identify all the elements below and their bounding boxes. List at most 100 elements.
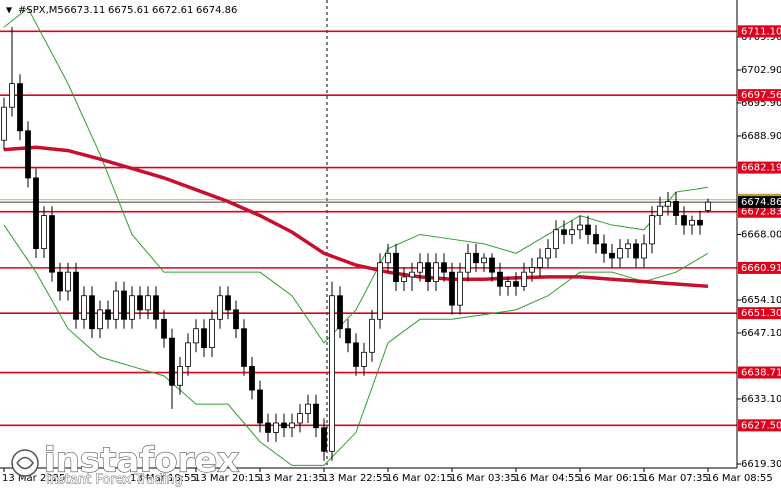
candle-body xyxy=(425,262,431,283)
logo xyxy=(11,449,39,477)
candle-body xyxy=(441,262,447,273)
x-tick-label: 16 Mar 02:15 xyxy=(386,473,453,484)
candle-body xyxy=(1,106,7,141)
candle-body xyxy=(265,422,271,433)
header-value: 6673.11 xyxy=(64,5,105,16)
level-tag xyxy=(738,89,781,102)
x-tick-label: 16 Mar 08:55 xyxy=(706,473,773,484)
candle-body xyxy=(625,243,631,250)
level-tag xyxy=(738,366,781,379)
candle-body xyxy=(345,328,351,344)
y-tick-label: 6647.10 xyxy=(741,328,781,339)
candle-body xyxy=(49,215,55,273)
candle-body xyxy=(89,295,95,330)
plot-area xyxy=(0,0,737,468)
level-tag xyxy=(738,205,781,218)
header-value: 6675.61 xyxy=(108,5,149,16)
candle-body xyxy=(505,281,511,287)
candle-body xyxy=(617,248,623,259)
level-tag xyxy=(738,161,781,174)
candle-body xyxy=(65,271,71,292)
candle-body xyxy=(465,252,471,273)
candle-body xyxy=(513,281,519,287)
candle-body xyxy=(241,328,247,367)
candle-body xyxy=(481,257,487,264)
candle-body xyxy=(73,271,79,320)
level-label: 6627.50 xyxy=(741,420,781,431)
menu-arrow: ▼ xyxy=(6,6,13,15)
candle-body xyxy=(649,215,655,245)
candle-body xyxy=(57,271,63,292)
candle-body xyxy=(321,427,327,452)
candle-body xyxy=(225,295,231,311)
x-tick-label: 13 Mar 18:55 xyxy=(130,473,197,484)
candle-body xyxy=(249,366,255,391)
watermark: instaforex Instant Forex Trading xyxy=(11,440,240,488)
y-tick-label: 6633.10 xyxy=(741,394,781,405)
candle-body xyxy=(97,309,103,330)
y-tick-label: 6668.00 xyxy=(741,229,781,240)
candle-body xyxy=(329,295,335,452)
level-label: 6672.83 xyxy=(741,207,781,218)
x-tick-label: 13 Mar 22:55 xyxy=(322,473,389,484)
x-tick-label: 16 Mar 06:15 xyxy=(578,473,645,484)
level-tag xyxy=(738,307,781,320)
candle-body xyxy=(657,205,663,217)
y-tick-label: 6619.30 xyxy=(741,459,781,470)
level-label: 6697.56 xyxy=(741,90,781,101)
candle-body xyxy=(81,295,87,320)
level-label: 6651.30 xyxy=(741,308,781,319)
candle-body xyxy=(105,309,111,320)
x-tick-label: 13 Mar 2025 xyxy=(2,473,65,484)
price-tag-label: 6674.86 xyxy=(741,197,781,208)
candle-body xyxy=(33,177,39,250)
level-tag xyxy=(738,261,781,274)
indicator-line xyxy=(3,145,709,289)
candle-body xyxy=(145,295,151,311)
x-tick-label: 13 Mar 20:15 xyxy=(194,473,261,484)
candle-body xyxy=(641,243,647,259)
candle-body xyxy=(489,257,495,273)
candle-body xyxy=(401,276,407,283)
candle-body xyxy=(17,83,23,132)
candle-body xyxy=(561,229,567,235)
candle-body xyxy=(633,243,639,259)
candle-body xyxy=(185,342,191,367)
candle-body xyxy=(361,351,367,367)
candle-body xyxy=(393,252,399,283)
candle-body xyxy=(673,201,679,217)
candle-body xyxy=(385,252,391,264)
candle-body xyxy=(201,328,207,348)
header-value: 6672.61 xyxy=(152,5,193,16)
candle-body xyxy=(193,328,199,344)
candle-body xyxy=(569,229,575,235)
candle-body xyxy=(537,257,543,268)
candle-body xyxy=(233,309,239,330)
candle-body xyxy=(353,342,359,367)
candle-body xyxy=(161,318,167,339)
candle-body xyxy=(665,201,671,207)
candle-body xyxy=(177,366,183,386)
y-tick-label: 6688.90 xyxy=(741,131,781,142)
candle-body xyxy=(41,215,47,250)
candle-body xyxy=(609,252,615,259)
candle-body xyxy=(313,403,319,429)
candle-body xyxy=(553,229,559,250)
tagline: Instant Forex Trading xyxy=(46,473,183,488)
candle-body xyxy=(289,422,295,429)
candle-body xyxy=(697,219,703,226)
x-tick-label: 16 Mar 03:35 xyxy=(450,473,517,484)
candle-body xyxy=(529,267,535,273)
header-value: 6674.86 xyxy=(196,5,237,16)
candle-body xyxy=(121,290,127,320)
candle-body xyxy=(681,215,687,226)
candle-body xyxy=(577,224,583,231)
candle-body xyxy=(601,243,607,254)
y-tick-label: 6702.90 xyxy=(741,65,781,76)
x-tick-label: 16 Mar 07:35 xyxy=(642,473,709,484)
candle-body xyxy=(337,295,343,330)
candle-body xyxy=(457,271,463,306)
y-tick-label: 6709.90 xyxy=(741,32,781,43)
candle-body xyxy=(473,252,479,264)
